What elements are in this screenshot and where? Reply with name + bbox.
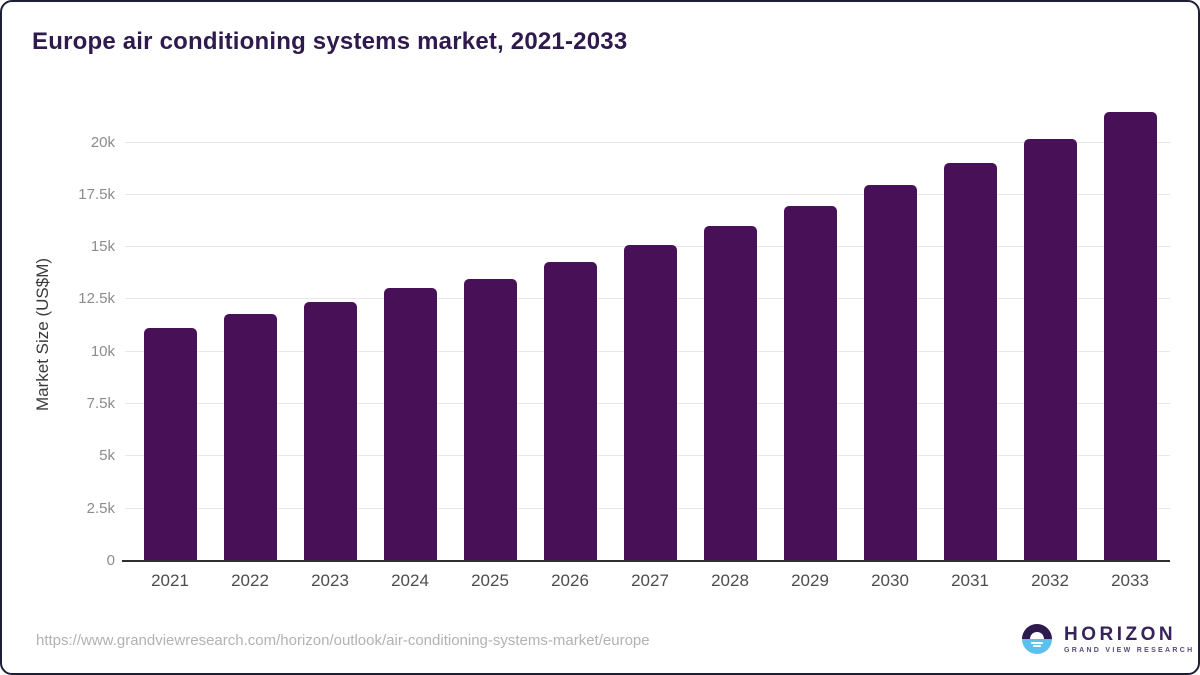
x-tick-label-2023: 2023 [311, 571, 349, 590]
bar-2022[interactable] [223, 314, 277, 561]
x-tick-label-2031: 2031 [951, 571, 989, 590]
bar-slot-2023 [290, 107, 370, 561]
x-tick-label-2026: 2026 [551, 571, 589, 590]
gridline-17.5k [125, 193, 1170, 195]
horizon-logo-icon [1022, 624, 1052, 654]
logo-brand-name: HORIZON [1064, 623, 1177, 645]
y-tick-label-17.5k: 17.5k [78, 185, 115, 203]
y-tick-label-10k: 10k [90, 342, 115, 360]
chart-title: Europe air conditioning systems market, … [32, 28, 628, 55]
y-tick-label-7.5k: 7.5k [86, 395, 115, 413]
bar-slot-2029 [770, 107, 850, 561]
logo-subbrand-name: GRAND VIEW RESEARCH [1064, 646, 1195, 654]
bar-2033[interactable] [1103, 112, 1157, 561]
bar-slot-2032 [1010, 107, 1090, 561]
logo-sky-shape [1022, 624, 1052, 639]
y-tick-label-0: 0 [106, 552, 115, 569]
sun-icon [1030, 632, 1044, 639]
plot-area [122, 107, 1170, 562]
bar-slot-2031 [930, 107, 1010, 561]
bar-2028[interactable] [703, 226, 757, 561]
bars [130, 107, 1170, 561]
bar-slot-2027 [610, 107, 690, 561]
y-tick-label-5k: 5k [99, 447, 115, 465]
x-axis-line [122, 560, 1170, 562]
bar-2029[interactable] [783, 206, 837, 561]
sun-reflection-line [1031, 641, 1043, 644]
bar-slot-2033 [1090, 107, 1170, 561]
gridline-20k [125, 141, 1170, 143]
logo-text: HORIZON GRAND VIEW RESEARCH [1064, 625, 1194, 654]
bar-2021[interactable] [143, 328, 197, 561]
sun-reflection-line [1033, 645, 1041, 647]
bar-slot-2022 [210, 107, 290, 561]
x-tick-label-2021: 2021 [151, 571, 189, 590]
x-tick-label-2027: 2027 [631, 571, 669, 590]
y-tick-label-2.5k: 2.5k [86, 499, 115, 517]
x-tick-label-2029: 2029 [791, 571, 829, 590]
bar-slot-2025 [450, 107, 530, 561]
x-axis: 2021 2022 2023 2024 2025 2026 2027 2028 2029 2030… [130, 571, 1170, 595]
bar-slot-2030 [850, 107, 930, 561]
y-tick-label-15k: 15k [90, 238, 115, 256]
bar-slot-2026 [530, 107, 610, 561]
bar-2026[interactable] [543, 262, 597, 561]
bar-2032[interactable] [1023, 139, 1077, 561]
bar-2024[interactable] [383, 288, 437, 561]
x-tick-label-2022: 2022 [231, 571, 269, 590]
bar-slot-2021 [130, 107, 210, 561]
horizon-logo: HORIZON GRAND VIEW RESEARCH [1022, 624, 1194, 654]
x-tick-label-2028: 2028 [711, 571, 749, 590]
x-tick-label-2025: 2025 [471, 571, 509, 590]
x-tick-label-2033: 2033 [1111, 571, 1149, 590]
bar-slot-2024 [370, 107, 450, 561]
bar-2027[interactable] [623, 245, 677, 561]
bar-slot-2028 [690, 107, 770, 561]
y-tick-label-20k: 20k [90, 133, 115, 151]
bar-2023[interactable] [303, 302, 357, 561]
bar-2031[interactable] [943, 163, 997, 561]
y-tick-label-12.5k: 12.5k [78, 290, 115, 308]
x-tick-label-2030: 2030 [871, 571, 909, 590]
bar-2025[interactable] [463, 279, 517, 561]
x-tick-label-2032: 2032 [1031, 571, 1069, 590]
source-url: https://www.grandviewresearch.com/horizo… [36, 632, 650, 649]
bar-2030[interactable] [863, 185, 917, 561]
y-axis: 0 2.5k 5k 7.5k 10k 12.5k 15k 17.5k 20k [2, 107, 115, 568]
x-tick-label-2024: 2024 [391, 571, 429, 590]
